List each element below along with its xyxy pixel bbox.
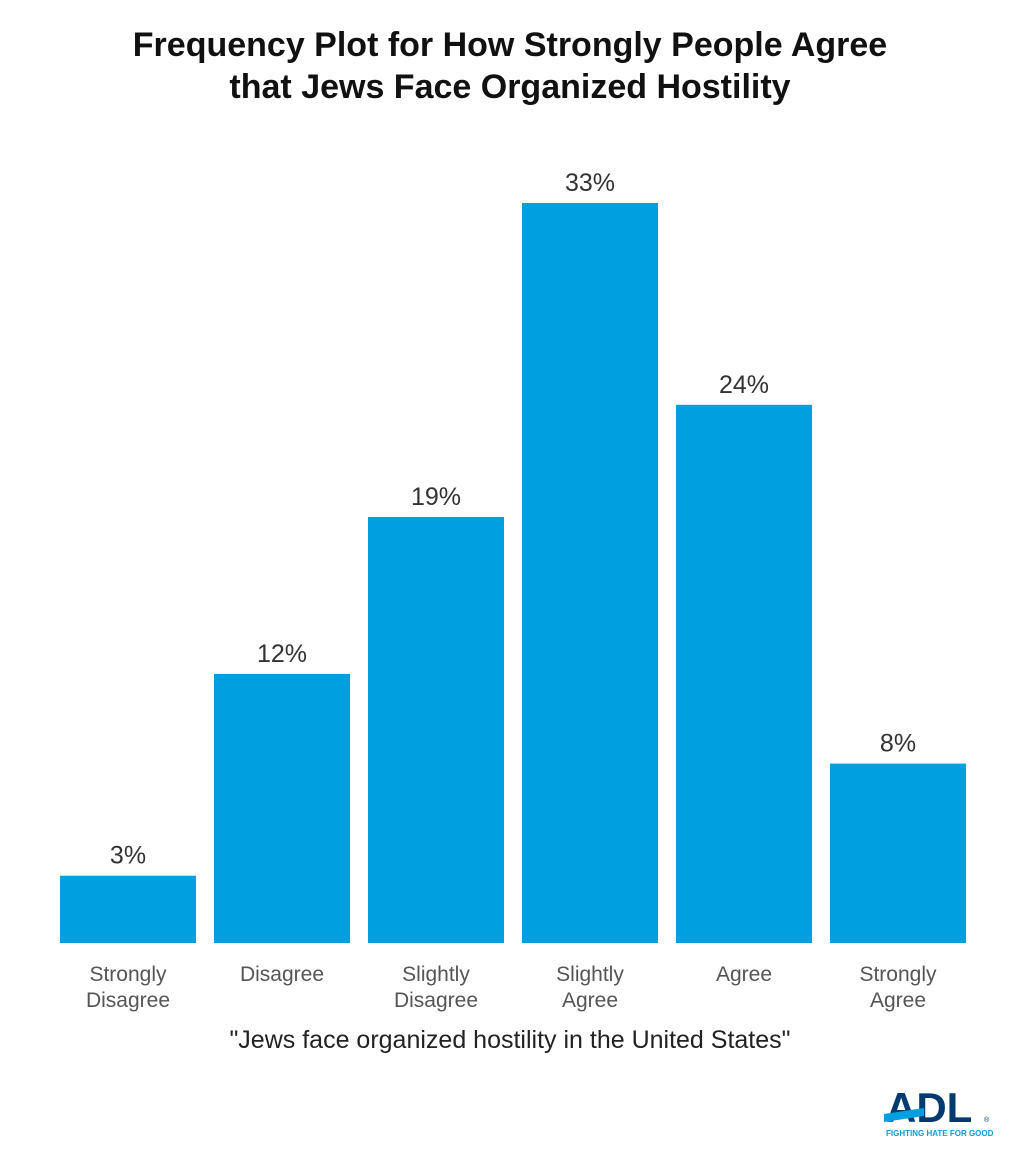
category-label: Agree [715,963,773,986]
data-label: 8% [880,730,916,758]
bar [60,875,196,943]
data-label: 24% [719,371,769,399]
bar [368,516,504,943]
svg-text:®: ® [984,1116,990,1124]
logo-tagline: FIGHTING HATE FOR GOOD [886,1129,994,1138]
data-label: 3% [110,842,146,870]
category-label: Slightly Agree [556,963,624,1012]
data-label: 33% [565,169,615,197]
adl-logo: ADL ® FIGHTING HATE FOR GOOD [884,1084,994,1147]
logo-text: ADL [886,1086,972,1131]
category-label: Strongly Agree [859,963,937,1012]
category-label: Disagree [239,963,325,986]
bar [522,203,658,943]
data-label: 12% [257,640,307,668]
bar [830,763,966,943]
category-label: Slightly Disagree [393,963,479,1012]
bar [214,673,350,943]
bar [676,404,812,943]
data-label: 19% [411,483,461,511]
chart-title-line-2: that Jews Face Organized Hostility [229,68,791,106]
x-axis-label: "Jews face organized hostility in the Un… [229,1026,791,1054]
category-label: Strongly Disagree [85,963,171,1012]
bar-chart: 3% 12% 19% 33% 24% 8% [60,169,966,943]
logo-stripe [884,1108,924,1122]
chart-title-line-1: Frequency Plot for How Strongly People A… [132,26,888,64]
